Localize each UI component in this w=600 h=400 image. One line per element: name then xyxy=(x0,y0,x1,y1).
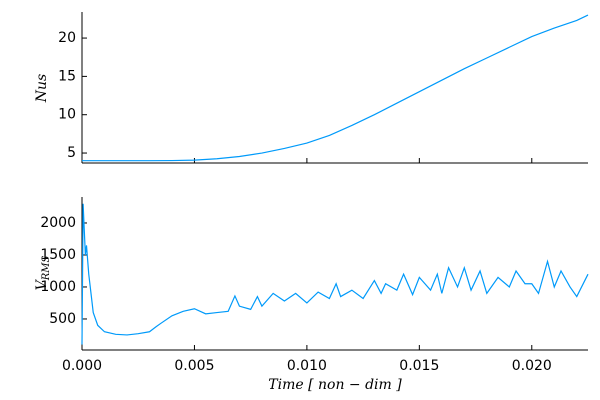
y-tick-label: 5 xyxy=(67,145,76,161)
x-tick-label: 0.020 xyxy=(512,358,552,374)
series-line xyxy=(82,14,589,162)
x-tick-label: 0.015 xyxy=(399,358,439,374)
y-tick-label: 10 xyxy=(58,107,76,123)
y-axis-label-subscript: RMS xyxy=(41,255,52,281)
y-axis-label-main: V xyxy=(34,278,50,290)
y-axis-label: VRMS xyxy=(34,255,52,290)
series-line xyxy=(81,203,589,345)
y-tick-label: 2000 xyxy=(40,215,76,231)
x-tick-label: 0.010 xyxy=(287,358,327,374)
x-tick-label: 0.000 xyxy=(62,358,102,374)
y-axis-label: Nus xyxy=(34,74,50,103)
x-axis-label: Time [ non − dim ] xyxy=(268,377,402,393)
y-tick-label: 20 xyxy=(58,30,76,46)
y-tick-label: 1500 xyxy=(40,247,76,263)
x-tick-label: 0.005 xyxy=(174,358,214,374)
y-tick-label: 500 xyxy=(49,311,76,327)
y-tick-label: 15 xyxy=(58,68,76,84)
y-tick-label: 1000 xyxy=(40,279,76,295)
